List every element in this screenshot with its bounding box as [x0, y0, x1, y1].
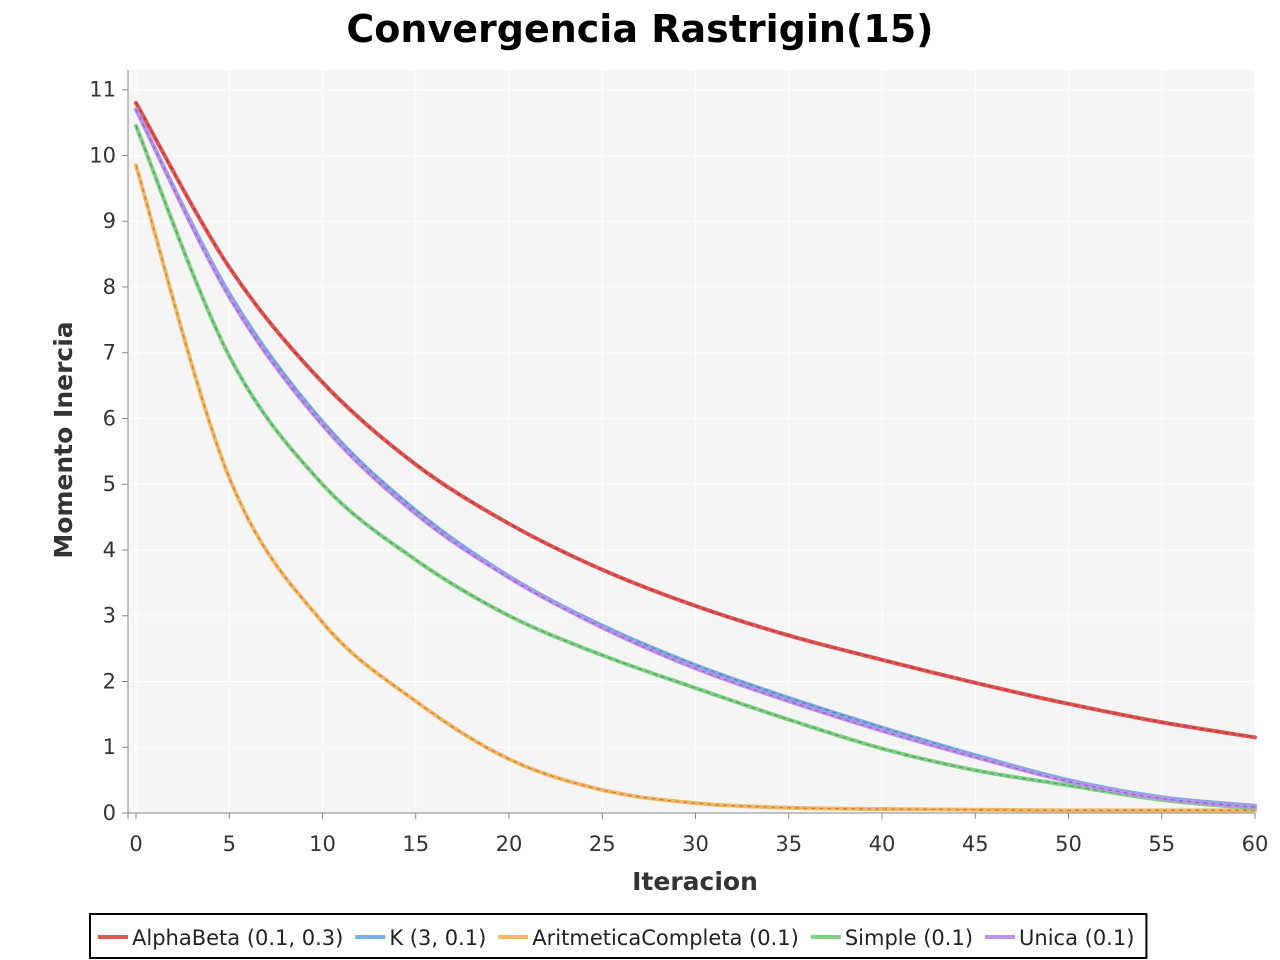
legend-box — [89, 913, 1148, 959]
x-tick-label: 50 — [1055, 832, 1082, 856]
series-line-4 — [134, 107, 1257, 810]
x-tick-label: 15 — [402, 832, 429, 856]
y-tick-label: 8 — [103, 275, 116, 299]
x-tick-label: 40 — [869, 832, 896, 856]
y-tick-label: 4 — [103, 538, 116, 562]
legend-label-1: K (3, 0.1) — [389, 926, 486, 950]
y-tick-label: 3 — [103, 604, 116, 628]
x-axis-label: Iteracion — [632, 867, 758, 896]
gridlines — [128, 70, 1256, 814]
y-tick-label: 1 — [103, 735, 116, 759]
legend-label-0: AlphaBeta (0.1, 0.3) — [132, 926, 343, 950]
x-tick-label: 10 — [309, 832, 336, 856]
y-axis-label: Momento Inercia — [49, 321, 78, 558]
y-tick-label: 11 — [89, 78, 116, 102]
y-tick-label: 2 — [103, 669, 116, 693]
legend-label-3: Simple (0.1) — [845, 926, 973, 950]
y-tick-label: 5 — [103, 472, 116, 496]
series-lines — [134, 100, 1257, 813]
series-line-dash-0 — [135, 102, 1256, 738]
y-tick-label: 9 — [103, 209, 116, 233]
series-line-dash-2 — [135, 165, 1255, 812]
x-tick-label: 25 — [589, 832, 616, 856]
y-tick-label: 10 — [89, 143, 116, 167]
series-line-2 — [134, 163, 1257, 813]
x-tick-label: 0 — [129, 832, 142, 856]
series-line-dash-4 — [135, 109, 1256, 808]
legend-label-4: Unica (0.1) — [1019, 926, 1134, 950]
y-tick-label: 6 — [103, 406, 116, 430]
series-line-3 — [134, 123, 1257, 811]
legend-label-2: AritmeticaCompleta (0.1) — [532, 926, 799, 950]
x-tick-label: 55 — [1148, 832, 1175, 856]
plot-area — [128, 70, 1255, 813]
series-line-0 — [134, 100, 1257, 740]
y-tick-label: 7 — [103, 341, 116, 365]
chart-title: Convergencia Rastrigin(15) — [346, 7, 933, 51]
x-tick-label: 45 — [962, 832, 989, 856]
legend: AlphaBeta (0.1, 0.3) K (3, 0.1) Aritmetica… — [89, 913, 1148, 959]
x-tick-label: 35 — [775, 832, 802, 856]
x-tick-label: 20 — [496, 832, 523, 856]
x-tick-label: 60 — [1242, 832, 1269, 856]
y-tick-label: 0 — [103, 801, 116, 825]
series-line-dash-3 — [135, 125, 1256, 809]
x-tick-label: 30 — [682, 832, 709, 856]
x-tick-label: 5 — [223, 832, 236, 856]
